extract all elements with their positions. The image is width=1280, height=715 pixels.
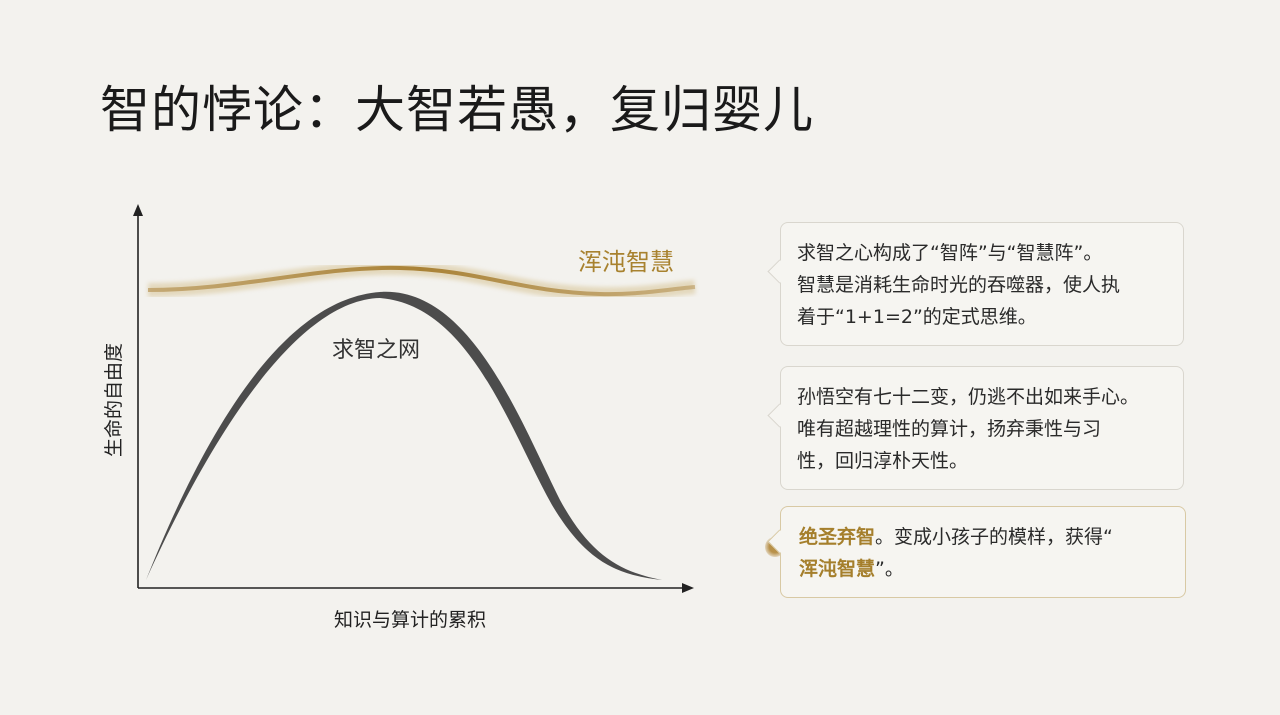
card-line: 孙悟空有七十二变，仍逃不出如来手心。	[797, 386, 1140, 408]
lower-curve-label: 求智之网	[332, 338, 420, 363]
diagram: 浑沌智慧 求智之网 知识与算计的累积 生命的自由度	[103, 204, 696, 631]
card-text: 。变成小孩子的模样，获得“	[875, 526, 1113, 548]
slide-title: 智的悖论：大智若愚，复归婴儿	[100, 81, 814, 139]
upper-curve	[147, 265, 696, 297]
card-line: 智慧是消耗生命时光的吞噬器，使人执	[797, 274, 1121, 296]
card-line: 性，回归淳朴天性。	[797, 450, 969, 472]
x-axis-arrow	[682, 583, 694, 593]
card: 求智之心构成了“智阵”与“智慧阵”。 智慧是消耗生命时光的吞噬器，使人执 着于“…	[780, 222, 1184, 346]
card-line: 着于“1+1=2”的定式思维。	[797, 306, 1037, 328]
card-line: 唯有超越理性的算计，扬弃秉性与习	[797, 418, 1102, 440]
emphasis-text: 浑沌智慧	[799, 558, 876, 580]
y-axis-arrow	[133, 204, 143, 216]
emphasis-text: 绝圣弃智	[799, 526, 876, 548]
card-line: 浑沌智慧”。	[799, 553, 1171, 585]
card: 孙悟空有七十二变，仍逃不出如来手心。 唯有超越理性的算计，扬弃秉性与习 性，回归…	[780, 366, 1184, 490]
x-axis-label: 知识与算计的累积	[334, 609, 486, 631]
upper-curve-label: 浑沌智慧	[578, 248, 674, 276]
lower-curve	[146, 291, 662, 580]
y-axis-label: 生命的自由度	[103, 343, 125, 457]
card-line: 绝圣弃智。变成小孩子的模样，获得“	[799, 521, 1171, 553]
card-text: ”。	[875, 558, 904, 580]
card: 绝圣弃智。变成小孩子的模样，获得“ 浑沌智慧”。	[780, 506, 1186, 598]
card-line: 求智之心构成了“智阵”与“智慧阵”。	[797, 242, 1103, 264]
